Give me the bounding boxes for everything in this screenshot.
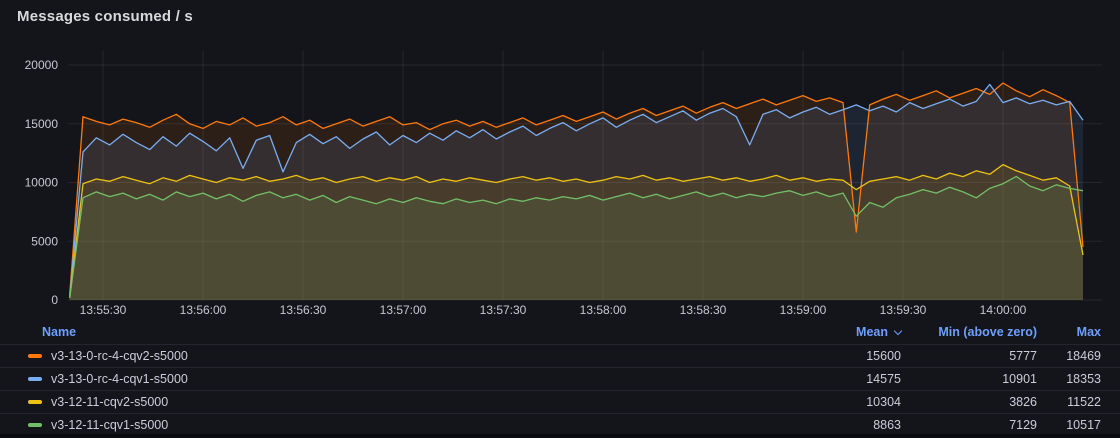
- series-color-swatch: [28, 423, 42, 427]
- series-min-value: 5777: [1009, 349, 1037, 363]
- series-line: [69, 82, 1084, 296]
- legend-header-name[interactable]: Name: [42, 325, 77, 339]
- legend-row[interactable]: v3-12-11-cqv1-s5000 8863 7129 10517: [0, 413, 1120, 436]
- x-axis-tick-label: 13:57:30: [480, 303, 527, 317]
- series-mean-value: 15600: [866, 349, 901, 363]
- series-mean-value: 8863: [873, 418, 901, 432]
- time-series-chart[interactable]: 0 5000 10000 15000 20000 13:55:30 13:56:00 13:5…: [0, 0, 1120, 318]
- series-area: [69, 164, 1083, 300]
- series-area: [69, 84, 1083, 301]
- x-axis-tick-label: 13:58:30: [680, 303, 727, 317]
- series-max-value: 18353: [1066, 372, 1101, 386]
- series-min-value: 7129: [1009, 418, 1037, 432]
- series-min-value: 3826: [1009, 395, 1037, 409]
- y-axis-tick-label: 15000: [25, 117, 59, 131]
- series-name[interactable]: v3-13-0-rc-4-cqv1-s5000: [51, 372, 188, 386]
- y-axis-tick-label: 10000: [25, 176, 59, 190]
- series-color-swatch: [28, 377, 42, 381]
- legend-overflow-strip: [0, 434, 1120, 438]
- legend-row[interactable]: v3-12-11-cqv2-s5000 10304 3826 11522: [0, 390, 1120, 413]
- series-color-swatch: [28, 400, 42, 404]
- legend-header-mean[interactable]: Mean: [789, 325, 903, 339]
- series-min-value: 10901: [1002, 372, 1037, 386]
- x-axis-tick-label: 13:56:30: [280, 303, 327, 317]
- x-axis-tick-label: 13:57:00: [380, 303, 427, 317]
- series-max-value: 18469: [1066, 349, 1101, 363]
- legend-row[interactable]: v3-13-0-rc-4-cqv1-s5000 14575 10901 1835…: [0, 367, 1120, 390]
- series-color-swatch: [28, 354, 42, 358]
- series-max-value: 11522: [1067, 395, 1101, 409]
- x-axis-tick-label: 13:56:00: [180, 303, 227, 317]
- y-axis-tick-label: 0: [51, 293, 58, 307]
- legend-header-row: Name Mean Min (above zero) Max: [0, 320, 1120, 344]
- series-area: [69, 176, 1083, 300]
- y-axis-tick-label: 5000: [31, 234, 58, 248]
- x-axis-tick-label: 13:59:30: [880, 303, 927, 317]
- series-max-value: 10517: [1066, 418, 1101, 432]
- series-line: [69, 175, 1084, 299]
- series-mean-value: 10304: [866, 395, 901, 409]
- series-area: [69, 83, 1083, 300]
- series-name[interactable]: v3-13-0-rc-4-cqv2-s5000: [51, 349, 188, 363]
- panel-title[interactable]: Messages consumed / s: [17, 8, 193, 25]
- x-axis-tick-label: 13:55:30: [80, 303, 127, 317]
- y-axis-tick-label: 20000: [25, 58, 59, 72]
- series-name[interactable]: v3-12-11-cqv1-s5000: [51, 418, 169, 432]
- legend-table: Name Mean Min (above zero) Max v3-13-0-r…: [0, 320, 1120, 436]
- x-axis-tick-label: 13:59:00: [780, 303, 827, 317]
- series-mean-value: 14575: [866, 372, 901, 386]
- x-axis-tick-label: 13:58:00: [580, 303, 627, 317]
- legend-row[interactable]: v3-13-0-rc-4-cqv2-s5000 15600 5777 18469: [0, 344, 1120, 367]
- series-line: [69, 83, 1084, 297]
- series-name[interactable]: v3-12-11-cqv2-s5000: [51, 395, 169, 409]
- legend-header-max[interactable]: Max: [1076, 325, 1101, 339]
- x-axis-tick-label: 14:00:00: [980, 303, 1027, 317]
- series-line: [69, 163, 1084, 298]
- legend-header-min[interactable]: Min (above zero): [938, 325, 1037, 339]
